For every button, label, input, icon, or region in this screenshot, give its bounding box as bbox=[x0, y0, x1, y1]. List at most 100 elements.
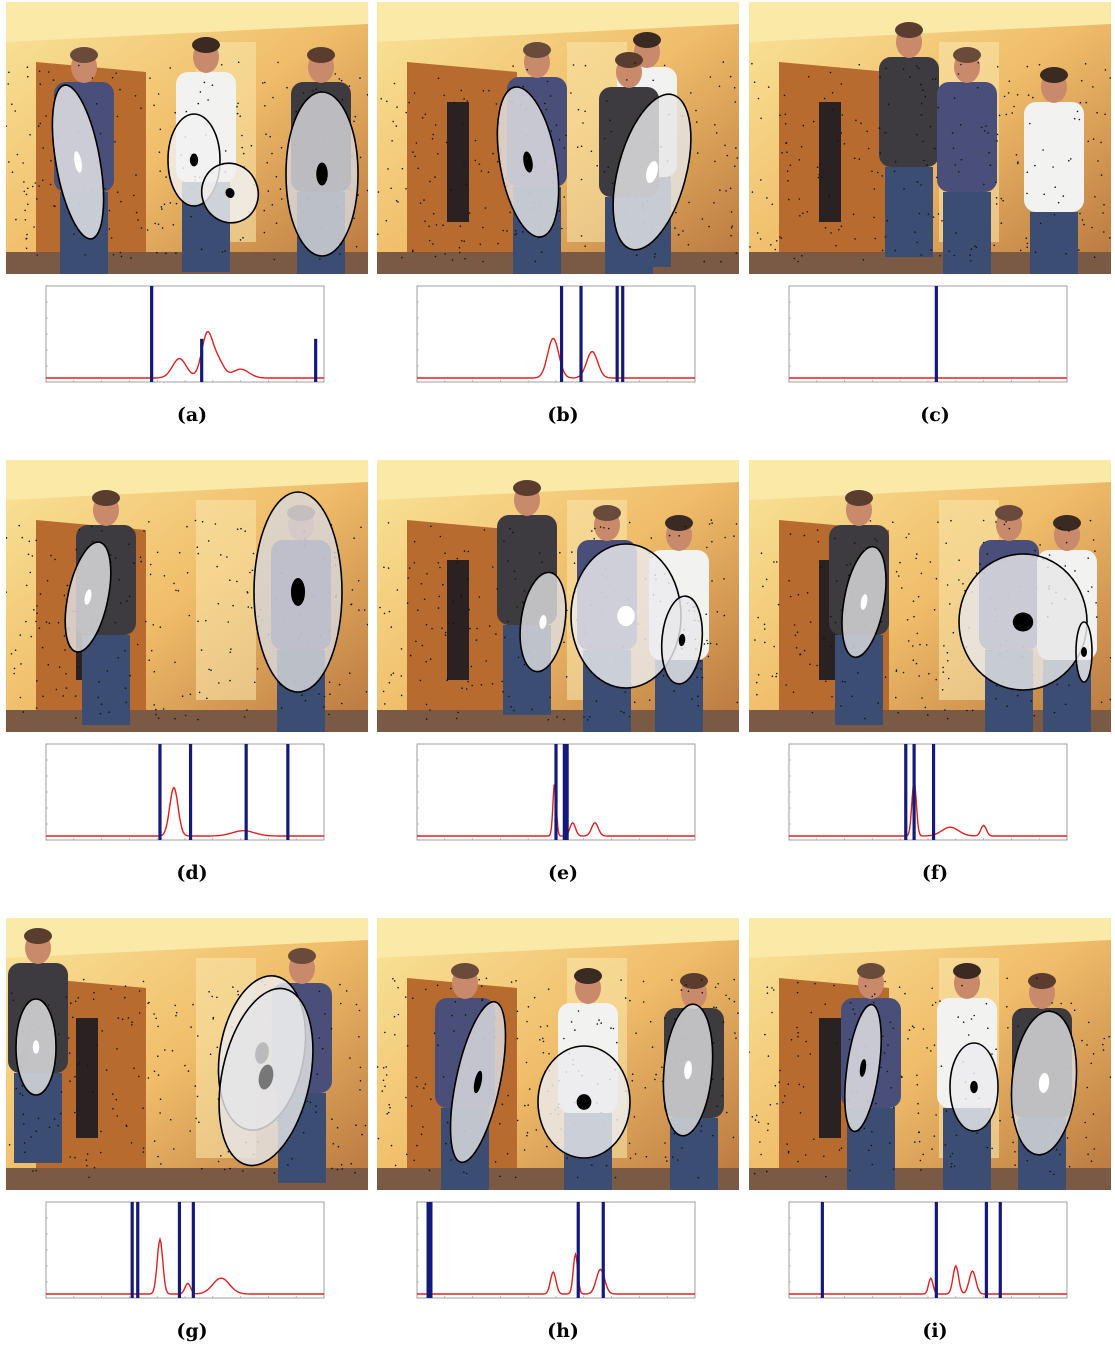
ellipse-center-marker bbox=[970, 1080, 978, 1094]
ellipse-center-marker bbox=[290, 578, 306, 606]
chart-axes-frame bbox=[45, 743, 325, 841]
ellipse-center-marker bbox=[617, 605, 635, 627]
chart-axes-frame bbox=[45, 285, 325, 383]
ceiling bbox=[6, 460, 368, 500]
figure-panel: (d) bbox=[6, 460, 378, 900]
pillar bbox=[196, 500, 256, 700]
tracking-ellipse bbox=[496, 86, 560, 238]
ellipse-center-marker bbox=[860, 594, 868, 610]
ellipse-center-marker bbox=[316, 162, 328, 186]
tracking-photo bbox=[377, 918, 739, 1190]
panel-caption: (d) bbox=[176, 862, 208, 884]
ellipse-center-marker bbox=[1038, 1072, 1050, 1094]
figure-panel: (b) bbox=[377, 2, 749, 442]
panel-caption: (b) bbox=[547, 404, 579, 426]
figure-panel: (e) bbox=[377, 460, 749, 900]
tracking-photo bbox=[749, 460, 1111, 732]
figure-panel: (h) bbox=[377, 918, 749, 1358]
floor bbox=[6, 1168, 368, 1190]
tracking-ellipse bbox=[15, 998, 57, 1096]
panel-caption: (e) bbox=[547, 862, 579, 884]
floor bbox=[749, 252, 1111, 274]
tracking-ellipse bbox=[958, 553, 1088, 691]
tracking-ellipse bbox=[660, 595, 704, 685]
density-curve bbox=[46, 1236, 324, 1295]
figure-panel: (g) bbox=[6, 918, 378, 1358]
ceiling bbox=[749, 460, 1111, 500]
density-chart bbox=[6, 1196, 368, 1308]
chart-axes-frame bbox=[788, 285, 1068, 383]
tracking-ellipse bbox=[449, 1000, 507, 1164]
ellipse-center-marker bbox=[576, 1094, 592, 1110]
density-curve bbox=[417, 1251, 695, 1295]
tracking-photo bbox=[6, 918, 368, 1190]
tracking-ellipse bbox=[612, 93, 692, 251]
panel-caption: (h) bbox=[547, 1320, 579, 1342]
density-chart bbox=[749, 1196, 1111, 1308]
chart-axes-frame bbox=[416, 285, 696, 383]
figure-panel: (f) bbox=[749, 460, 1115, 900]
tracking-ellipse bbox=[1075, 621, 1093, 683]
tracking-ellipse bbox=[253, 491, 343, 693]
panel-caption: (c) bbox=[920, 404, 950, 426]
ellipse-center-marker bbox=[859, 1059, 867, 1077]
tracking-photo bbox=[377, 2, 739, 274]
tracking-ellipse bbox=[841, 545, 887, 659]
density-chart bbox=[6, 738, 368, 850]
ceiling bbox=[6, 2, 368, 42]
tracking-ellipse bbox=[64, 541, 112, 653]
panel-caption: (a) bbox=[176, 404, 208, 426]
density-chart bbox=[749, 738, 1111, 850]
floor bbox=[377, 710, 739, 732]
tracking-ellipse bbox=[200, 162, 260, 224]
panel-caption: (i) bbox=[922, 1320, 948, 1342]
ellipse-center-marker bbox=[1081, 647, 1087, 657]
ellipse-center-marker bbox=[473, 1070, 483, 1094]
figure-panel: (a) bbox=[6, 2, 378, 442]
tracking-ellipse bbox=[537, 1045, 631, 1159]
tracking-photo bbox=[6, 460, 368, 732]
ellipse-center-marker bbox=[645, 161, 659, 183]
ellipse-center-marker bbox=[258, 1064, 274, 1090]
panel-caption: (g) bbox=[176, 1320, 208, 1342]
ellipse-center-marker bbox=[32, 1040, 40, 1054]
tracking-photo bbox=[6, 2, 368, 274]
chart-axes-frame bbox=[788, 743, 1068, 841]
density-curve bbox=[46, 786, 324, 837]
chart-axes-frame bbox=[788, 1201, 1068, 1299]
tracking-photo bbox=[749, 2, 1111, 274]
door-window bbox=[819, 102, 841, 222]
density-chart bbox=[749, 280, 1111, 392]
density-chart bbox=[377, 738, 739, 850]
density-curve bbox=[417, 337, 695, 379]
density-curve bbox=[789, 1264, 1067, 1295]
ceiling bbox=[377, 918, 739, 958]
tracking-ellipse bbox=[662, 1003, 714, 1137]
ellipse-center-marker bbox=[523, 151, 533, 173]
ceiling bbox=[377, 2, 739, 42]
tracking-ellipse bbox=[1010, 1010, 1078, 1156]
tracking-photo bbox=[749, 918, 1111, 1190]
tracking-ellipse bbox=[51, 84, 105, 240]
chart-axes-frame bbox=[45, 1201, 325, 1299]
door-window bbox=[76, 1018, 98, 1138]
tracking-ellipse bbox=[285, 91, 359, 257]
tracking-ellipse bbox=[218, 987, 314, 1167]
density-curve bbox=[46, 330, 324, 379]
tracking-photo bbox=[377, 460, 739, 732]
figure-panel: (c) bbox=[749, 2, 1115, 442]
ellipse-center-marker bbox=[74, 151, 82, 173]
ceiling bbox=[749, 2, 1111, 42]
tracking-ellipse bbox=[844, 1003, 882, 1133]
person bbox=[879, 22, 939, 257]
ellipse-center-marker bbox=[1012, 612, 1034, 632]
ceiling bbox=[749, 918, 1111, 958]
density-curve bbox=[789, 781, 1067, 837]
density-chart bbox=[377, 280, 739, 392]
figure-panel: (i) bbox=[749, 918, 1115, 1358]
person bbox=[1024, 67, 1084, 274]
tracking-ellipse bbox=[519, 571, 567, 673]
door-window bbox=[447, 560, 469, 680]
door-window bbox=[447, 102, 469, 222]
ellipse-center-marker bbox=[684, 1060, 692, 1080]
